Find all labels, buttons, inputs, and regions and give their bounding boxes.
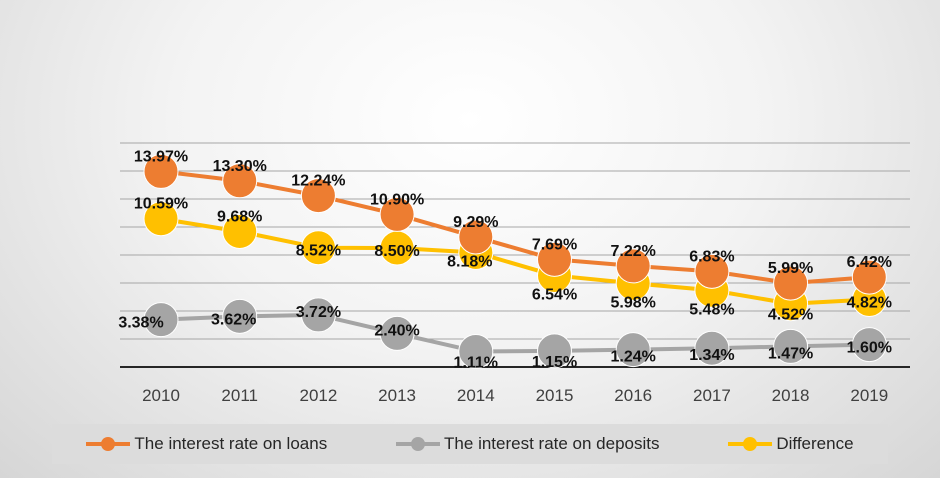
series-line [160, 312, 870, 354]
legend-label-difference: Difference [776, 434, 854, 453]
data-point [458, 333, 494, 369]
data-label: 3.72% [296, 304, 341, 321]
legend-item-difference: Difference [728, 434, 854, 454]
data-label: 5.48% [689, 301, 734, 318]
data-label: 8.18% [447, 253, 492, 270]
data-label: 2.40% [374, 322, 419, 339]
data-label: 1.60% [847, 340, 892, 357]
legend: The interest rate on loans The interest … [52, 424, 888, 464]
series-line [160, 169, 870, 286]
data-label: 5.99% [768, 260, 813, 277]
data-point [537, 241, 572, 277]
data-label: 10.59% [134, 196, 188, 213]
x-tick-label: 2015 [536, 386, 574, 405]
data-label: 9.68% [217, 208, 262, 225]
x-tick-label: 2017 [693, 386, 731, 405]
data-point [615, 332, 651, 368]
data-label: 3.38% [118, 315, 163, 332]
legend-item-deposits: The interest rate on deposits [396, 434, 660, 454]
legend-label-loans: The interest rate on loans [134, 434, 328, 453]
data-point [222, 163, 258, 199]
data-point [222, 298, 258, 334]
data-point [773, 328, 809, 364]
data-label: 12.24% [291, 173, 345, 190]
data-point [379, 315, 415, 351]
data-label: 4.52% [768, 307, 813, 324]
data-label: 10.90% [370, 191, 424, 208]
data-point [458, 219, 494, 255]
data-point [300, 230, 336, 266]
line-chart: 2010 2011 2012 2013 2014 2015 2016 2017 2018 2019… [118, 142, 910, 405]
data-point [851, 259, 887, 295]
data-label: 13.97% [134, 148, 188, 165]
data-labels: 13.97% 13.30% 12.24% 10.90% 9.29% 7.69% 7.22% 6… [118, 148, 892, 371]
data-label: 7.69% [532, 236, 577, 253]
legend-marker-loans [86, 437, 131, 451]
data-label: 8.52% [296, 243, 341, 260]
data-label: 6.54% [532, 286, 577, 303]
x-tick-label: 2012 [299, 386, 337, 405]
data-label: 8.50% [374, 243, 419, 260]
data-point [222, 213, 258, 249]
x-tick-label: 2014 [457, 386, 495, 405]
data-label: 1.11% [454, 354, 498, 371]
legend-label-deposits: The interest rate on deposits [444, 434, 660, 453]
data-point [537, 333, 572, 369]
data-label: 1.24% [611, 349, 656, 366]
x-axis-ticks: 2010 2011 2012 2013 2014 2015 2016 2017 2018 2019 [142, 386, 888, 405]
series-2 [143, 297, 887, 369]
data-label: 13.30% [213, 158, 267, 175]
data-label: 3.62% [211, 311, 256, 328]
data-point [773, 265, 809, 301]
x-tick-label: 2018 [772, 386, 810, 405]
legend-marker-difference [728, 437, 773, 451]
data-label: 6.83% [689, 248, 734, 265]
data-label: 1.47% [768, 345, 813, 362]
data-point [300, 178, 336, 214]
data-label: 1.15% [532, 354, 577, 371]
data-point [851, 327, 887, 363]
data-label: 1.34% [689, 347, 734, 364]
series-line [160, 216, 870, 306]
data-point [143, 201, 179, 237]
data-label: 9.29% [453, 214, 498, 231]
data-point [143, 302, 179, 338]
data-label: 4.82% [847, 295, 892, 312]
series-group [143, 153, 887, 369]
x-tick-label: 2010 [142, 386, 180, 405]
data-point [300, 297, 336, 333]
data-label: 5.98% [611, 294, 656, 311]
x-tick-label: 2013 [378, 386, 416, 405]
data-point [694, 253, 730, 289]
data-point [694, 330, 730, 366]
data-label: 6.42% [847, 254, 892, 271]
legend-marker-deposits [396, 437, 441, 451]
data-point [143, 153, 179, 189]
data-label: 7.22% [611, 243, 656, 260]
x-tick-label: 2016 [614, 386, 652, 405]
x-tick-label: 2019 [850, 386, 888, 405]
data-point [615, 248, 651, 284]
data-point [379, 196, 415, 232]
legend-item-loans: The interest rate on loans [86, 434, 327, 454]
x-tick-label: 2011 [221, 386, 258, 405]
series-1 [143, 153, 887, 301]
